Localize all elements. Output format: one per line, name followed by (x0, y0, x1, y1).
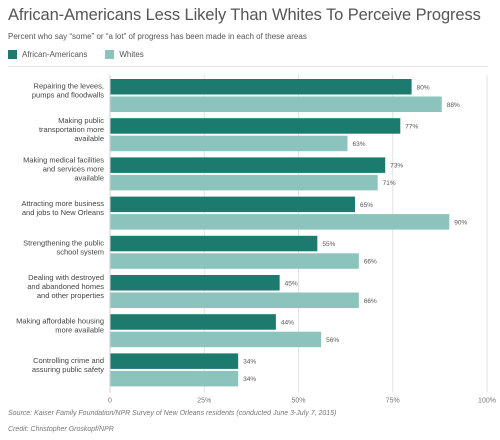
legend-divider (8, 66, 488, 67)
bar-whites (110, 253, 359, 269)
bar-african-americans (110, 196, 356, 213)
bar-whites (110, 174, 378, 191)
category-label: Making affordable housing more available (16, 317, 104, 335)
legend-swatch-african-americans (8, 50, 17, 59)
data-label: 77% (405, 123, 418, 130)
legend-item-whites: Whites (105, 50, 144, 59)
bar-african-americans (110, 235, 318, 252)
data-label: 34% (243, 359, 256, 366)
credit-note: Credit: Christopher Groskopf/NPR (8, 426, 114, 433)
data-label: 45% (285, 280, 298, 287)
x-tick-label: 100% (478, 398, 496, 405)
bar-african-americans (110, 157, 386, 173)
category-label: Controlling crime and assuring public saf… (32, 356, 104, 374)
x-tick-label: 25% (197, 398, 211, 405)
data-label: 56% (326, 337, 339, 344)
legend-item-african-americans: African-Americans (8, 50, 87, 59)
source-note: Source: Kaiser Family Foundation/NPR Sur… (8, 410, 337, 417)
data-label: 90% (454, 219, 467, 226)
bar-african-americans (110, 118, 401, 134)
bar-whites (110, 135, 348, 152)
category-label: Attracting more business and jobs to New … (21, 199, 104, 217)
x-tick-label: 0 (108, 398, 112, 405)
bar-whites (110, 214, 450, 230)
data-label: 71% (383, 180, 396, 187)
category-label: Dealing with destroyed and abandoned home… (27, 273, 104, 300)
bar-african-americans (110, 275, 280, 291)
x-tick-label: 50% (291, 398, 305, 405)
x-tick-label: 75% (386, 398, 400, 405)
data-label: 63% (353, 141, 366, 148)
chart-legend: African-Americans Whites (8, 50, 158, 59)
data-label: 55% (322, 241, 335, 248)
data-label: 65% (360, 202, 373, 209)
category-label: Making medical facilities and services mo… (23, 155, 104, 182)
chart-subtitle: Percent who say “some” or “a lot” of pro… (8, 32, 307, 41)
legend-label-african-americans: African-Americans (22, 50, 88, 59)
chart-title: African-Americans Less Likely Than White… (8, 6, 481, 24)
data-label: 66% (364, 298, 377, 305)
category-label: Strengthening the public school system (23, 238, 104, 256)
data-label: 44% (281, 319, 294, 326)
data-label: 73% (390, 163, 403, 170)
data-label: 80% (417, 84, 430, 91)
data-label: 66% (364, 259, 377, 266)
bar-whites (110, 331, 322, 348)
legend-label-whites: Whites (119, 50, 144, 59)
category-label: Repairing the levees, pumps and floodwall… (32, 82, 104, 100)
bar-whites (110, 96, 442, 112)
bar-african-americans (110, 79, 412, 95)
legend-swatch-whites (105, 50, 115, 59)
bar-whites (110, 370, 239, 387)
data-label: 34% (243, 376, 256, 383)
data-label: 88% (447, 102, 460, 109)
category-label: Making public transportation more availabl… (39, 116, 104, 143)
bar-whites (110, 292, 359, 308)
bar-african-americans (110, 353, 239, 369)
bar-african-americans (110, 314, 276, 330)
